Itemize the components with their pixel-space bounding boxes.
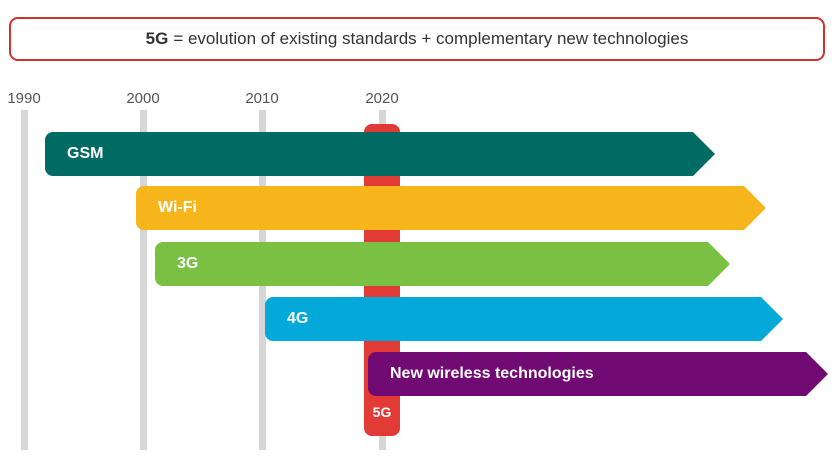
- year-label-2000: 2000: [126, 90, 160, 107]
- year-label-1990: 1990: [7, 90, 41, 107]
- fiveg-label: 5G: [372, 404, 392, 420]
- headline-box: 5G = evolution of existing standards + c…: [9, 17, 825, 61]
- year-label-2020: 2020: [365, 90, 399, 107]
- gridline-2000: [140, 110, 147, 450]
- new-wireless-bar: New wireless technologies: [368, 352, 828, 396]
- headline-text: = evolution of existing standards + comp…: [173, 29, 689, 48]
- wifi-label: Wi-Fi: [158, 199, 197, 216]
- gridline-1990: [21, 110, 28, 450]
- 3g-bar: 3G: [155, 242, 730, 286]
- new-wireless-label: New wireless technologies: [390, 365, 594, 382]
- wifi-bar: Wi-Fi: [136, 186, 766, 230]
- gsm-label: GSM: [67, 145, 104, 162]
- headline-bold: 5G: [145, 29, 169, 48]
- 3g-label: 3G: [177, 255, 199, 272]
- 4g-bar: 4G: [265, 297, 783, 341]
- gsm-bar: GSM: [45, 132, 715, 176]
- year-label-2010: 2010: [245, 90, 279, 107]
- 4g-label: 4G: [287, 310, 309, 327]
